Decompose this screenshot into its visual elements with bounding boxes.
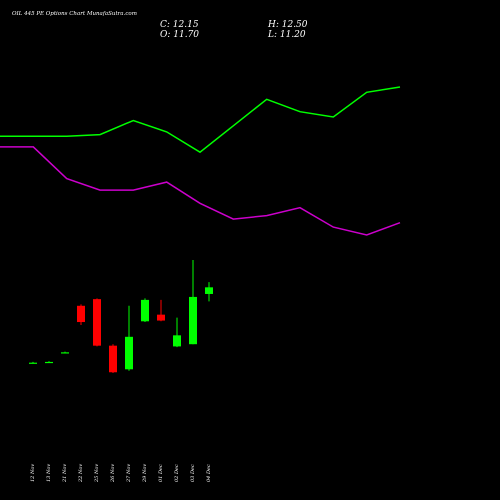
x-axis-label: 27 Nov <box>126 463 132 482</box>
x-axis-label: 02 Dec <box>174 464 180 482</box>
x-axis-label: 25 Nov <box>94 463 100 482</box>
chart-title: OIL 445 PE Options Chart MunafaSutra.com <box>12 11 137 17</box>
open-value: O: 11.70 <box>160 30 200 40</box>
candle-body <box>141 299 149 322</box>
x-axis-label: 13 Nov <box>46 463 52 482</box>
x-axis-label: 01 Dec <box>158 464 164 482</box>
candle-body <box>157 314 165 321</box>
candle-body <box>125 336 133 370</box>
high-value: H: 12.50 <box>268 20 308 30</box>
candle-body <box>45 361 53 364</box>
indicator-line-green <box>0 86 401 154</box>
candle-body <box>77 305 85 323</box>
candle-body <box>205 287 213 294</box>
x-axis-label: 12 Nov <box>30 463 36 482</box>
candle-body <box>109 345 117 373</box>
x-axis-label: 29 Nov <box>142 463 148 482</box>
x-axis-label: 04 Dec <box>206 464 212 482</box>
low-value: L: 11.20 <box>268 30 306 40</box>
close-value: C: 12.15 <box>160 20 199 30</box>
candle-body <box>61 352 69 354</box>
x-axis-label: 26 Nov <box>110 463 116 482</box>
x-axis-label: 03 Dec <box>190 464 196 482</box>
candle-body <box>189 296 197 345</box>
candle-body <box>93 299 101 346</box>
candle-body <box>29 362 37 364</box>
x-axis-label: 21 Nov <box>62 463 68 482</box>
x-axis-label: 22 Nov <box>78 463 84 482</box>
indicator-line-magenta <box>0 146 401 236</box>
candle-body <box>173 335 181 347</box>
